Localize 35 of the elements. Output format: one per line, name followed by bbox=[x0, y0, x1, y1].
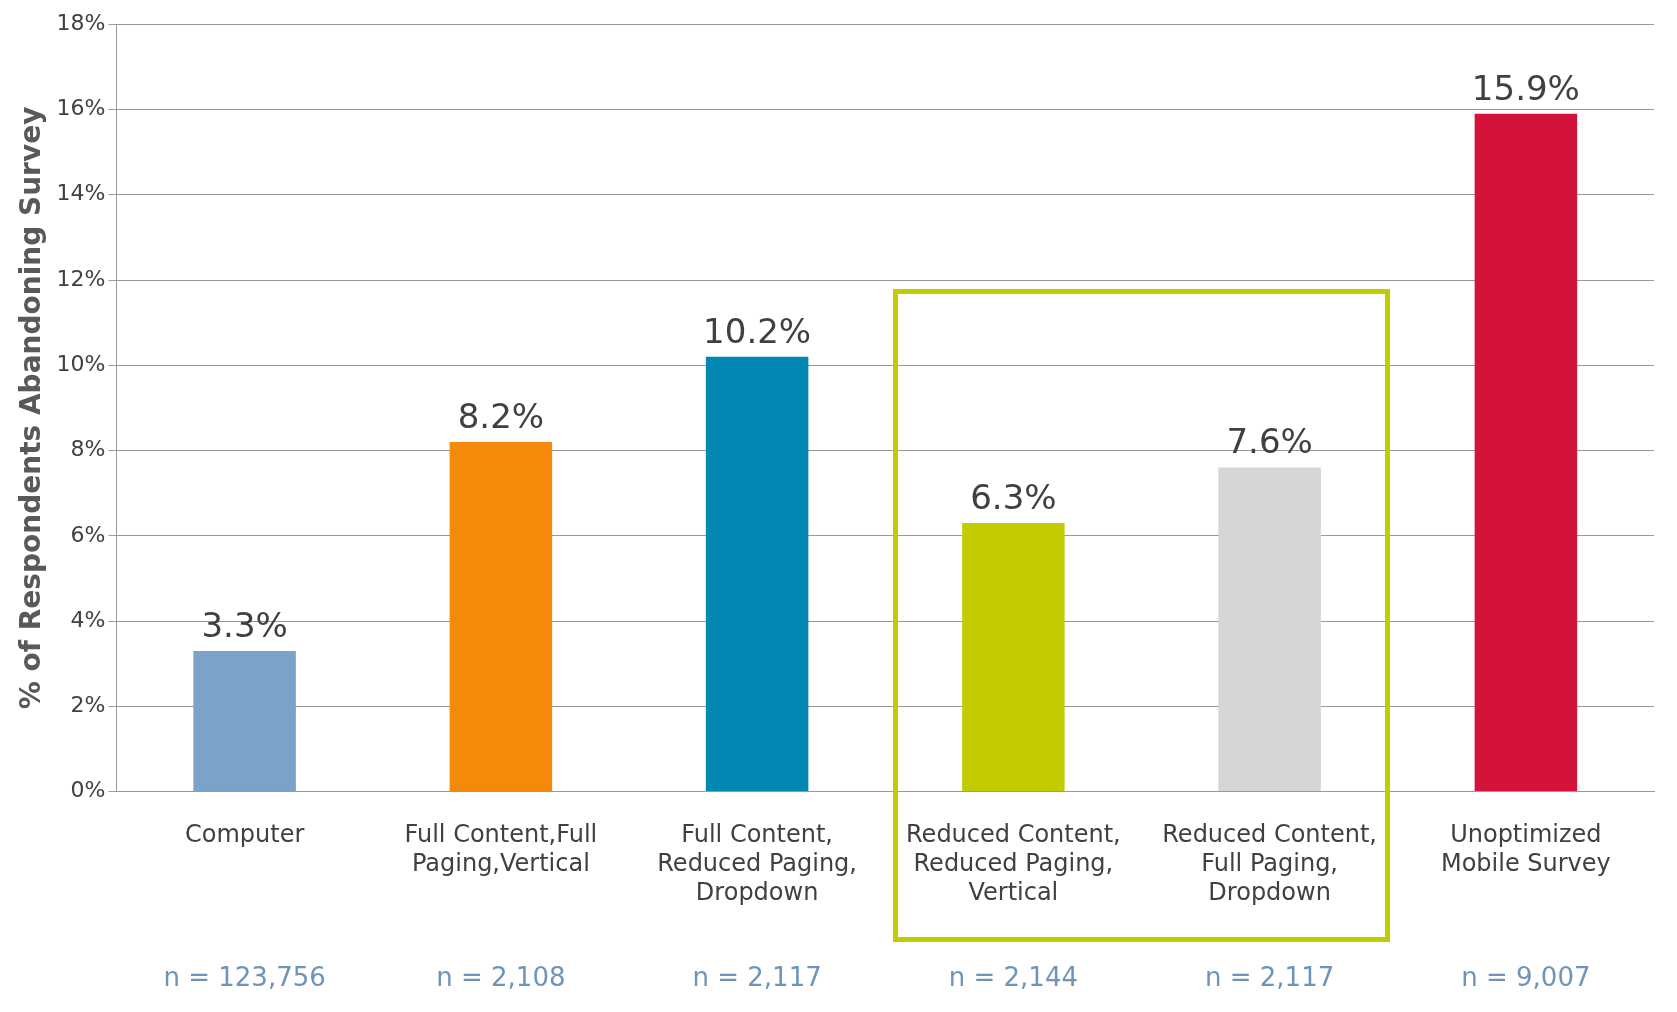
data-label: 10.2% bbox=[703, 310, 812, 351]
bar bbox=[1218, 467, 1321, 792]
y-tick-label: 12% bbox=[56, 265, 106, 291]
y-tick-label: 8% bbox=[70, 436, 106, 462]
y-tick-label: 4% bbox=[70, 606, 106, 632]
y-tick-label: 14% bbox=[56, 180, 106, 206]
x-tick-label: Reduced Content, Full Paging, Dropdown bbox=[1162, 820, 1377, 906]
text: n = 2,108 bbox=[436, 962, 566, 992]
text: n = 2,117 bbox=[1205, 962, 1335, 992]
y-tick-label: 18% bbox=[56, 9, 106, 35]
text: n = 2,117 bbox=[692, 962, 822, 992]
y-axis-title: % of Respondents Abandoning Survey bbox=[14, 106, 48, 710]
bar bbox=[705, 356, 809, 792]
bar bbox=[962, 523, 1065, 792]
x-tick-label: Computer bbox=[184, 820, 305, 849]
text: n = 123,756 bbox=[163, 962, 326, 992]
y-tick-label: 6% bbox=[70, 521, 106, 547]
data-label: 3.3% bbox=[201, 604, 288, 645]
data-label: 6.3% bbox=[970, 476, 1057, 517]
bar bbox=[1474, 113, 1578, 792]
text: n = 2,144 bbox=[948, 962, 1078, 992]
data-label: 8.2% bbox=[457, 395, 545, 436]
x-tick-label: Full Content,Full Paging,Vertical bbox=[404, 820, 598, 878]
bar bbox=[193, 650, 296, 792]
data-label: 15.9% bbox=[1471, 67, 1580, 108]
x-tick-label: Reduced Content, Reduced Paging, Vertical bbox=[906, 820, 1121, 906]
x-tick-label: Full Content, Reduced Paging, Dropdown bbox=[657, 820, 857, 906]
y-tick-label: 0% bbox=[70, 777, 106, 803]
data-label: 7.6% bbox=[1226, 421, 1313, 462]
bar bbox=[449, 442, 553, 792]
y-tick-label: 10% bbox=[56, 350, 106, 376]
x-tick-label: Unoptimized Mobile Survey bbox=[1440, 820, 1611, 878]
text: n = 9,007 bbox=[1461, 962, 1591, 992]
y-tick-label: 2% bbox=[70, 692, 106, 718]
y-tick-label: 16% bbox=[56, 95, 106, 121]
